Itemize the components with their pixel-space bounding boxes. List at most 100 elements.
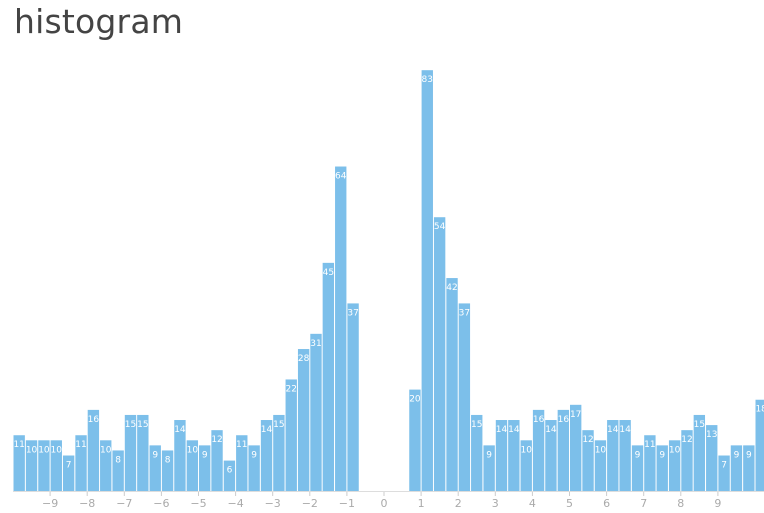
bar-value-label: 15 xyxy=(273,420,284,430)
histogram-bar xyxy=(446,278,458,491)
bar-value-label: 22 xyxy=(286,384,297,394)
bar-value-label: 8 xyxy=(115,455,121,465)
histogram-bar xyxy=(594,440,607,491)
bar-value-label: 31 xyxy=(310,339,321,349)
bar-value-label: 42 xyxy=(446,283,457,293)
bar-value-label: 8 xyxy=(165,455,171,465)
bar-value-label: 20 xyxy=(409,395,421,405)
bar-value-label: 7 xyxy=(721,461,727,471)
histogram-bar xyxy=(100,440,112,491)
x-tick-label: 9 xyxy=(714,497,721,510)
x-tick-label: −7 xyxy=(116,497,132,510)
histogram-bar xyxy=(495,420,508,491)
bar-value-label: 37 xyxy=(347,308,358,318)
histogram-bar xyxy=(458,303,471,491)
histogram-bar xyxy=(285,379,297,491)
bar-value-label: 10 xyxy=(187,445,199,455)
bar-value-label: 9 xyxy=(202,450,208,460)
bar-value-label: 14 xyxy=(545,425,557,435)
bar-value-label: 12 xyxy=(582,435,593,445)
bar-value-label: 7 xyxy=(66,461,72,471)
histogram-bar xyxy=(607,420,619,491)
bar-value-label: 14 xyxy=(496,425,508,435)
histogram-bar xyxy=(483,445,495,491)
bar-value-label: 13 xyxy=(706,430,717,440)
histogram-bar xyxy=(693,414,706,491)
bar-value-label: 10 xyxy=(38,445,50,455)
bar-value-label: 9 xyxy=(152,450,158,460)
histogram-bar xyxy=(681,430,693,491)
bar-value-label: 45 xyxy=(323,268,334,278)
bar-value-label: 16 xyxy=(533,415,545,425)
bar-value-label: 15 xyxy=(137,420,148,430)
histogram-bar xyxy=(421,70,433,491)
x-tick-label: 6 xyxy=(603,497,610,510)
x-tick-label: 4 xyxy=(529,497,536,510)
bar-value-label: 18 xyxy=(755,405,764,415)
bar-value-label: 17 xyxy=(570,410,581,420)
bar-value-label: 10 xyxy=(521,445,533,455)
histogram-bar xyxy=(631,445,644,491)
bar-value-label: 28 xyxy=(298,354,310,364)
histogram-bar xyxy=(347,303,359,491)
histogram-bar xyxy=(248,445,260,491)
x-tick-label: 8 xyxy=(677,497,684,510)
histogram-bar xyxy=(13,435,25,491)
histogram-bar xyxy=(322,262,335,491)
histogram-bar xyxy=(409,389,421,491)
bar-value-label: 14 xyxy=(174,425,186,435)
bar-value-label: 54 xyxy=(434,222,446,232)
x-tick-label: 2 xyxy=(455,497,462,510)
histogram-bar xyxy=(223,460,236,491)
x-tick-label: −4 xyxy=(227,497,243,510)
histogram-bar xyxy=(273,414,285,491)
bar-value-label: 11 xyxy=(236,440,247,450)
histogram-bar xyxy=(87,409,100,491)
chart-title: histogram xyxy=(14,2,184,41)
histogram-bar xyxy=(236,435,248,491)
x-tick-label: −2 xyxy=(302,497,318,510)
x-tick-label: 3 xyxy=(492,497,499,510)
histogram-bar xyxy=(335,166,347,491)
histogram-bar xyxy=(310,333,322,491)
histogram-bar xyxy=(520,440,532,491)
histogram-bar xyxy=(112,450,124,491)
x-tick-label: 0 xyxy=(381,497,388,510)
bar-value-label: 83 xyxy=(422,75,433,85)
bar-value-label: 10 xyxy=(51,445,63,455)
histogram-bar xyxy=(174,420,186,491)
x-tick-label: −6 xyxy=(153,497,169,510)
x-tick-label: 7 xyxy=(640,497,647,510)
bar-value-label: 14 xyxy=(607,425,619,435)
x-tick-label: −5 xyxy=(190,497,206,510)
histogram-bar xyxy=(186,440,199,491)
histogram-bar xyxy=(137,414,149,491)
bar-value-label: 9 xyxy=(734,450,740,460)
histogram-bar xyxy=(75,435,87,491)
x-tick-label: −3 xyxy=(265,497,281,510)
histogram-bar xyxy=(644,435,656,491)
bar-value-label: 10 xyxy=(26,445,38,455)
histogram-bar xyxy=(743,445,755,491)
bar-value-label: 9 xyxy=(659,450,665,460)
bar-value-label: 9 xyxy=(486,450,492,460)
histogram-bar xyxy=(545,420,557,491)
bar-value-label: 15 xyxy=(694,420,705,430)
bar-value-label: 15 xyxy=(471,420,482,430)
bar-value-label: 37 xyxy=(459,308,470,318)
histogram-bar xyxy=(668,440,681,491)
bar-value-label: 10 xyxy=(669,445,681,455)
x-tick-label: −9 xyxy=(42,497,58,510)
histogram-bar xyxy=(161,450,174,491)
x-tick-label: 5 xyxy=(566,497,573,510)
bar-value-label: 64 xyxy=(335,172,347,182)
histogram-bar xyxy=(471,414,483,491)
bar-value-label: 9 xyxy=(635,450,641,460)
bar-value-label: 9 xyxy=(746,450,752,460)
histogram-bar xyxy=(570,404,582,491)
bar-value-label: 16 xyxy=(88,415,100,425)
bar-value-label: 11 xyxy=(644,440,655,450)
bar-value-label: 6 xyxy=(227,466,233,476)
bar-value-label: 9 xyxy=(251,450,257,460)
